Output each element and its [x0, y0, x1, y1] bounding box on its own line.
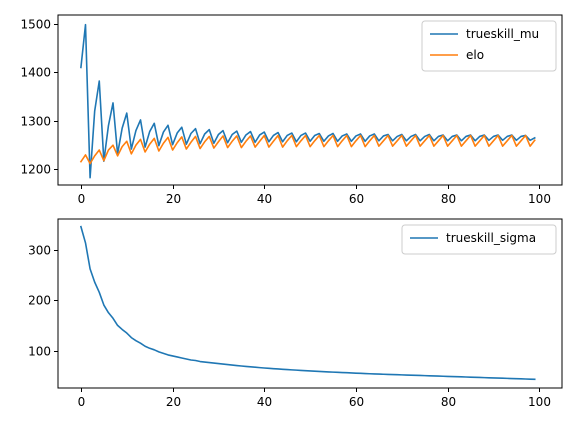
- legend-box: [401, 224, 557, 255]
- x-tick-label: 60: [349, 192, 364, 206]
- legend-label: trueskill_mu: [466, 27, 539, 41]
- y-tick-label: 200: [28, 294, 51, 308]
- x-tick-label: 0: [78, 192, 86, 206]
- axes-frame: [57, 14, 563, 186]
- series-line-elo: [79, 134, 536, 165]
- x-tick-label: 100: [528, 192, 551, 206]
- legend-label: elo: [466, 48, 484, 62]
- x-tick-label: 80: [441, 192, 456, 206]
- series-line-trueskill-mu: [80, 23, 536, 179]
- x-tick-label: 40: [257, 395, 272, 409]
- legend: trueskill_sigma: [401, 224, 557, 255]
- top-subplot: 0 20 40 60 80 100 1200 1300 1400 1500 trueskill_mu…: [20, 14, 563, 206]
- series-line-trueskill-sigma: [79, 225, 536, 381]
- y-tick-label: 1400: [20, 66, 51, 80]
- x-tick-label: 20: [166, 192, 181, 206]
- bottom-subplot: 0 20 40 60 80 100 100 200 300 trueskill_sigma: [28, 218, 563, 409]
- legend-label: trueskill_sigma: [446, 231, 536, 245]
- x-tick-label: 0: [78, 395, 86, 409]
- y-tick-label: 1200: [20, 163, 51, 177]
- x-tick-label: 100: [528, 395, 551, 409]
- x-tick-label: 80: [441, 395, 456, 409]
- axes-frame: [57, 218, 563, 389]
- x-tick-label: 20: [166, 395, 181, 409]
- y-tick-label: 1500: [20, 18, 51, 32]
- x-tick-label: 60: [349, 395, 364, 409]
- y-tick-label: 300: [28, 244, 51, 258]
- y-tick-label: 100: [28, 345, 51, 359]
- y-tick-label: 1300: [20, 115, 51, 129]
- x-tick-label: 40: [257, 192, 272, 206]
